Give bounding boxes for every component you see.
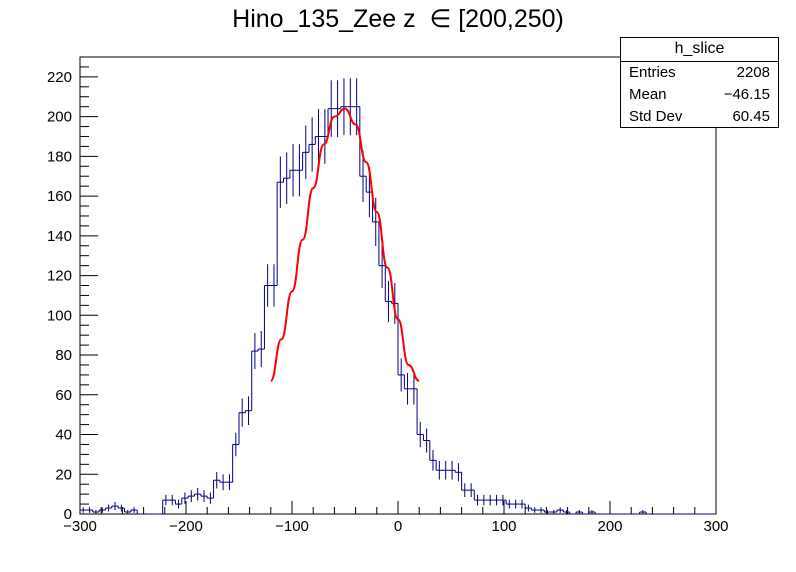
stats-label: Std Dev — [629, 108, 683, 125]
x-tick-label: −200 — [169, 518, 203, 535]
x-tick-label: 100 — [491, 518, 516, 535]
y-tick-label: 100 — [47, 307, 72, 324]
y-tick-label: 220 — [47, 69, 72, 86]
x-tick-label: 300 — [703, 518, 728, 535]
y-tick-label: 160 — [47, 188, 72, 205]
histogram-layer — [79, 78, 716, 515]
stats-name: h_slice — [621, 38, 778, 62]
stats-label: Mean — [629, 86, 667, 103]
x-tick-label: 200 — [597, 518, 622, 535]
stats-row-mean: Mean −46.15 — [621, 84, 778, 106]
stats-box: h_slice Entries 2208 Mean −46.15 Std Dev… — [620, 37, 779, 128]
chart-title: Hino_135_Zee z ∈ [200,250) — [232, 5, 564, 33]
fit-curve — [269, 107, 420, 382]
y-tick-label: 180 — [47, 148, 72, 165]
stats-label: Entries — [629, 64, 676, 81]
axis-layer: −300 −200 −100 0 100 200 300 0 20 40 60 80 100 120 140… — [47, 56, 729, 535]
y-tick-label: 80 — [55, 347, 72, 364]
x-tick-label: −300 — [63, 518, 97, 535]
stats-value: 60.45 — [732, 108, 770, 125]
y-tick-label: 20 — [55, 466, 72, 483]
y-tick-label: 140 — [47, 228, 72, 245]
x-tick-label: −100 — [275, 518, 309, 535]
stats-value: −46.15 — [723, 86, 770, 103]
y-tick-label: 0 — [64, 506, 72, 523]
stats-value: 2208 — [736, 64, 770, 81]
fit-layer — [269, 107, 420, 382]
x-tick-label: 0 — [394, 518, 402, 535]
y-tick-label: 200 — [47, 109, 72, 126]
y-tick-label: 40 — [55, 427, 72, 444]
stats-row-entries: Entries 2208 — [621, 62, 778, 84]
y-tick-label: 60 — [55, 387, 72, 404]
y-tick-label: 120 — [47, 268, 72, 285]
stats-row-stddev: Std Dev 60.45 — [621, 106, 778, 128]
